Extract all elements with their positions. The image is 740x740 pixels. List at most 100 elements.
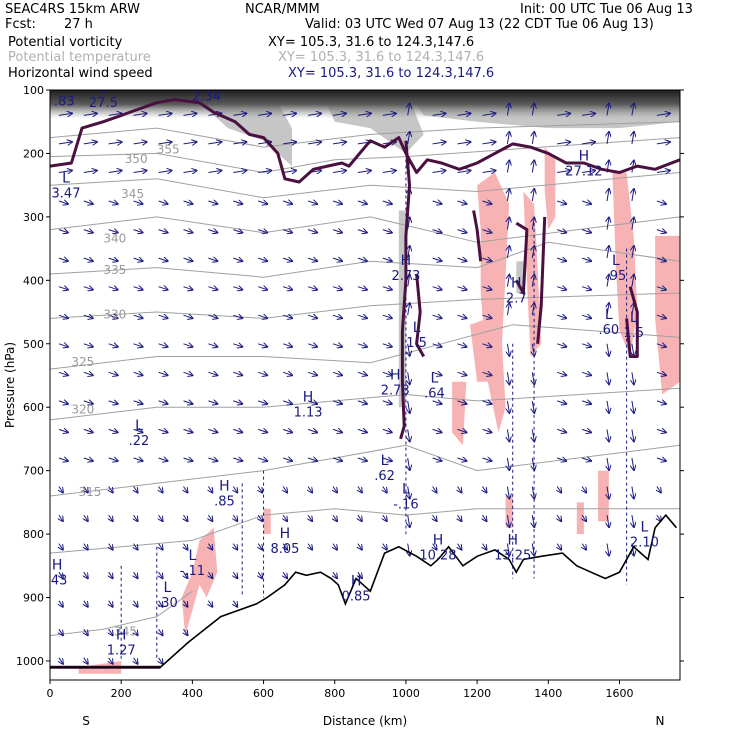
pv-contour <box>415 273 426 358</box>
wind-vector <box>432 142 446 144</box>
wind-vector <box>557 429 566 432</box>
hl-marker: H <box>303 390 314 406</box>
wind-vector <box>408 486 410 499</box>
wind-vector <box>383 543 387 550</box>
wind-vector <box>408 343 410 356</box>
wind-vector <box>283 543 287 550</box>
wind-vector <box>357 287 367 290</box>
wind-vector <box>382 372 392 375</box>
theta-contour <box>50 137 680 174</box>
hl-marker: H <box>116 627 127 643</box>
wind-vector <box>258 543 262 550</box>
wind-vector <box>432 113 446 115</box>
wind-vector <box>582 543 586 550</box>
pv-contour <box>472 210 483 262</box>
wind-vector <box>159 628 163 635</box>
wind-vector <box>233 458 242 461</box>
wind-vector <box>83 230 93 233</box>
wind-vector <box>607 303 609 316</box>
wind-vector <box>457 171 471 173</box>
wind-vector <box>457 230 467 233</box>
wind-vector <box>432 401 442 404</box>
wind-vector <box>332 142 346 144</box>
wind-vector <box>383 514 387 521</box>
wind-vector <box>308 142 321 144</box>
wind-vector <box>307 458 317 461</box>
wind-vector <box>457 344 467 347</box>
wind-vector <box>58 113 72 115</box>
wind-vector <box>133 315 143 318</box>
theta-label: 335 <box>103 263 126 277</box>
wind-vector <box>482 344 492 347</box>
wind-vector <box>134 628 138 635</box>
wind-vector <box>357 458 367 461</box>
wind-vector <box>408 543 410 556</box>
wind-vector <box>357 201 367 204</box>
wind-vector <box>408 132 410 144</box>
wind-vector <box>59 657 63 664</box>
wind-vector <box>282 287 292 290</box>
y-tick-label: 900 <box>23 592 44 605</box>
wind-vector <box>133 142 147 144</box>
wind-vector <box>532 161 534 173</box>
hl-marker: L <box>381 453 389 469</box>
wind-vector <box>557 372 566 375</box>
forecast-label: Fcst: <box>5 17 36 32</box>
wind-vector <box>482 201 492 204</box>
wind-vector <box>432 458 442 461</box>
wind-vector <box>656 429 666 432</box>
wind-vector <box>357 315 367 318</box>
wind-vector <box>507 275 509 287</box>
hl-value: .62 <box>374 469 395 484</box>
wind-vector <box>134 514 138 521</box>
wind-vector <box>109 657 113 664</box>
wind-vector <box>258 571 262 578</box>
hl-value: 2.34 <box>192 90 221 105</box>
x-axis-title: Distance (km) <box>323 714 407 728</box>
hl-value: 27.12 <box>565 164 602 179</box>
hl-value: 1.5 <box>406 336 427 351</box>
wind-vector <box>282 401 292 404</box>
hl-marker: H <box>52 558 63 574</box>
wind-vector <box>307 258 317 261</box>
wind-vector <box>59 600 63 607</box>
legend-wind-xy: XY= 105.3, 31.6 to 124.3,147.6 <box>288 66 495 81</box>
pv-contour <box>399 140 411 440</box>
wind-vector <box>582 171 595 173</box>
wind-vector <box>607 246 609 259</box>
wind-vector <box>83 372 93 375</box>
wind-vector <box>656 401 666 404</box>
wind-vector <box>357 230 367 233</box>
wind-vector <box>84 514 88 521</box>
wind-vector <box>83 315 93 318</box>
wind-vector <box>184 543 188 550</box>
hl-marker: H <box>401 253 412 269</box>
wind-vector <box>108 142 122 144</box>
wind-vector <box>632 343 634 356</box>
wind-vector <box>557 543 561 550</box>
wind-vector <box>408 515 410 527</box>
wind-vector <box>582 142 595 144</box>
wind-vector <box>282 315 292 318</box>
wind-vector <box>408 103 410 116</box>
wind-vector <box>183 372 193 375</box>
wind-vector <box>458 486 462 493</box>
wind-vector <box>457 429 467 432</box>
wind-vector <box>158 429 168 432</box>
wind-vector <box>83 401 93 404</box>
wind-vector <box>308 113 321 115</box>
hl-value: .43 <box>47 574 68 589</box>
hl-value: 2.7 <box>506 291 527 306</box>
hl-value: 3.47 <box>52 187 81 202</box>
x-tick-label: 400 <box>182 687 203 700</box>
theta-label: 350 <box>125 152 148 166</box>
wind-vector <box>84 486 88 493</box>
wind-vector <box>482 258 492 261</box>
wind-vector <box>557 142 570 144</box>
wind-vector <box>258 113 271 115</box>
x-tick-label: 1000 <box>392 687 420 700</box>
wind-vector <box>258 230 267 233</box>
y-tick-label: 400 <box>23 274 44 287</box>
wind-vector <box>607 275 609 287</box>
hl-marker: H <box>507 532 518 548</box>
